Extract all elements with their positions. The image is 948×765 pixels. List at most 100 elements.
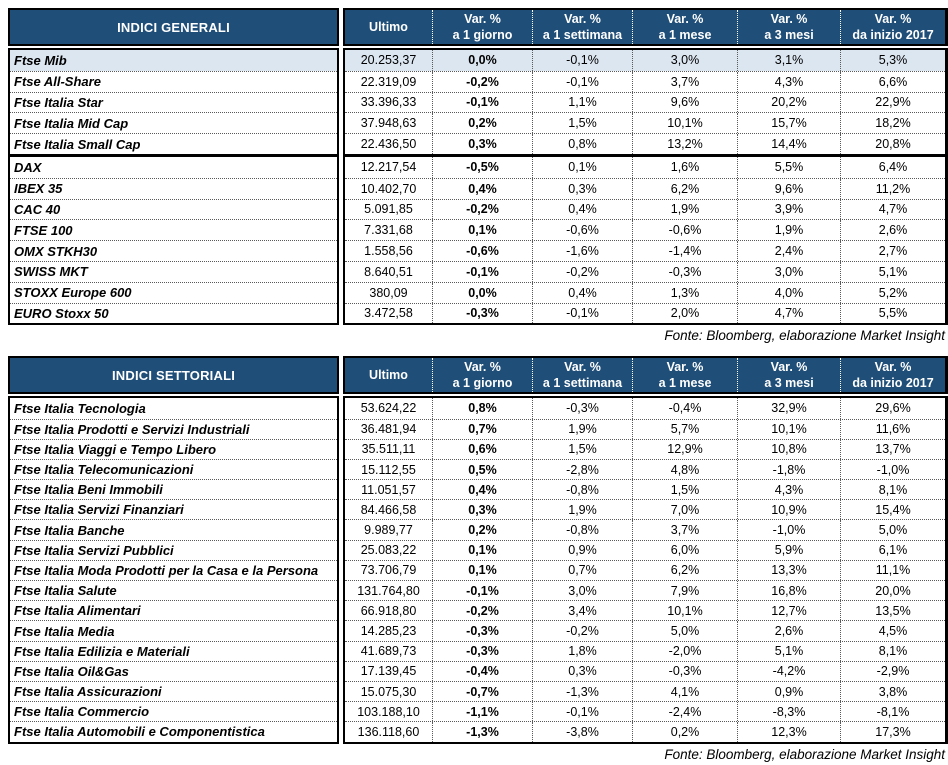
var-value-4: 2,6% (840, 220, 945, 241)
column-header-var-3: Var. % a 3 mesi (737, 10, 840, 44)
var-value-1: 1,5% (532, 439, 632, 459)
index-name: Ftse Italia Assicurazioni (14, 684, 162, 700)
index-data-row: 20.253,37 0,0% -0,1% 3,0% 3,1% 5,3% (345, 50, 945, 71)
index-name-row: STOXX Europe 600 (10, 281, 337, 303)
var-value-2: 0,2% (632, 722, 737, 742)
var-value-3: 10,8% (737, 439, 840, 459)
var-value-3: 3,9% (737, 199, 840, 220)
var-value-0: -0,2% (432, 71, 532, 92)
index-group: Ftse Mib Ftse All-Share Ftse Italia Star Ft… (8, 48, 948, 156)
index-name-row: IBEX 35 (10, 177, 337, 199)
var-value-1: 0,7% (532, 560, 632, 581)
ultimo-value: 35.511,11 (361, 442, 416, 457)
index-name-row: Ftse Italia Commercio (10, 701, 337, 721)
var-period-label: da inizio 2017 (852, 376, 934, 391)
var-value-1: -0,3% (532, 398, 632, 419)
var-value-1: 1,1% (532, 92, 632, 113)
var-value-2: 4,1% (632, 681, 737, 702)
index-name-row: Ftse Italia Media (10, 620, 337, 640)
index-name-row: Ftse Italia Edilizia e Materiali (10, 640, 337, 661)
column-header-var-2: Var. % a 1 mese (632, 10, 737, 44)
var-value-3: 3,0% (737, 261, 840, 282)
var-value-4: -8,1% (840, 702, 945, 722)
var-value-3: 5,1% (737, 641, 840, 661)
var-value-0: -0,2% (432, 199, 532, 220)
var-value-3: -4,2% (737, 661, 840, 681)
var-value-1: 0,4% (532, 282, 632, 303)
var-value-3: 4,7% (737, 303, 840, 324)
name-column-block: DAX IBEX 35 CAC 40 FTSE 100 OMX STKH30 SWISS … (8, 154, 339, 326)
index-data-row: 1.558,56 -0,6% -1,6% -1,4% 2,4% 2,7% (345, 240, 945, 261)
var-value-4: 5,5% (840, 303, 945, 324)
var-percent-label: Var. % (564, 360, 601, 375)
var-value-4: -2,9% (840, 661, 945, 681)
ultimo-value: 73.706,79 (360, 563, 417, 578)
indici-settoriali-table: INDICI SETTORIALI Ultimo Var. % a 1 giorno V… (8, 356, 948, 744)
var-value-0: 0,4% (432, 480, 532, 500)
index-name-row: Ftse Italia Viaggi e Tempo Libero (10, 438, 337, 459)
var-value-4: 11,6% (840, 419, 945, 439)
index-name: Ftse Italia Prodotti e Servizi Industria… (14, 421, 250, 437)
var-value-1: -0,1% (532, 702, 632, 722)
var-value-0: 0,1% (432, 220, 532, 241)
ultimo-value: 7.331,68 (364, 223, 413, 238)
var-value-2: 12,9% (632, 439, 737, 459)
index-data-row: 15.112,55 0,5% -2,8% 4,8% -1,8% -1,0% (345, 458, 945, 480)
var-value-1: 1,9% (532, 500, 632, 520)
var-value-2: 1,3% (632, 282, 737, 303)
index-name: Ftse Italia Salute (14, 583, 117, 599)
table-header-row: INDICI SETTORIALI Ultimo Var. % a 1 giorno V… (8, 356, 948, 395)
index-data-row: 73.706,79 0,1% 0,7% 6,2% 13,3% 11,1% (345, 559, 945, 581)
var-value-3: 13,3% (737, 560, 840, 581)
var-value-1: -0,6% (532, 220, 632, 241)
var-value-1: 1,8% (532, 641, 632, 661)
var-value-1: 0,3% (532, 178, 632, 199)
var-value-2: 7,0% (632, 500, 737, 520)
var-value-2: 1,6% (632, 156, 737, 178)
ultimo-value: 20.253,37 (360, 53, 417, 68)
var-value-3: 5,5% (737, 156, 840, 178)
index-name: Ftse Italia Mid Cap (14, 115, 129, 131)
var-value-1: -0,8% (532, 520, 632, 540)
table-title: INDICI SETTORIALI (8, 356, 339, 395)
index-name: Ftse Italia Beni Immobili (14, 482, 163, 498)
index-name-row: Ftse Italia Assicurazioni (10, 680, 337, 701)
index-name-row: Ftse Italia Moda Prodotti per la Casa e … (10, 559, 337, 580)
var-value-1: 3,4% (532, 601, 632, 621)
index-group: Ftse Italia Tecnologia Ftse Italia Prodot… (8, 396, 948, 744)
index-name-row: Ftse Italia Automobili e Componentistica (10, 721, 337, 741)
var-value-1: -0,1% (532, 71, 632, 92)
var-value-3: 12,7% (737, 601, 840, 621)
var-value-4: 11,2% (840, 178, 945, 199)
var-value-4: 6,6% (840, 71, 945, 92)
index-data-row: 35.511,11 0,6% 1,5% 12,9% 10,8% 13,7% (345, 438, 945, 459)
var-value-2: 7,9% (632, 581, 737, 601)
var-value-2: -0,4% (632, 398, 737, 419)
index-data-row: 84.466,58 0,3% 1,9% 7,0% 10,9% 15,4% (345, 499, 945, 520)
var-value-1: -0,1% (532, 303, 632, 324)
index-data-row: 11.051,57 0,4% -0,8% 1,5% 4,3% 8,1% (345, 479, 945, 500)
var-value-4: 13,7% (840, 439, 945, 459)
ultimo-value: 131.764,80 (357, 583, 420, 598)
column-header-label: Ultimo (369, 368, 408, 383)
var-value-1: -2,8% (532, 459, 632, 480)
index-data-row: 103.188,10 -1,1% -0,1% -2,4% -8,3% -8,1% (345, 701, 945, 722)
index-data-row: 22.319,09 -0,2% -0,1% 3,7% 4,3% 6,6% (345, 70, 945, 92)
index-name: Ftse All-Share (14, 74, 101, 90)
var-percent-label: Var. % (666, 360, 704, 375)
var-value-0: 0,3% (432, 134, 532, 154)
var-value-4: 18,2% (840, 113, 945, 134)
var-value-0: -0,6% (432, 241, 532, 261)
column-header-label: Ultimo (369, 20, 408, 34)
index-name: IBEX 35 (14, 181, 63, 197)
var-value-3: 4,0% (737, 282, 840, 303)
index-name-row: Ftse Italia Servizi Finanziari (10, 499, 337, 519)
var-value-4: 11,1% (840, 560, 945, 581)
ultimo-value: 10.402,70 (360, 181, 417, 196)
var-value-2: 3,7% (632, 71, 737, 92)
var-value-3: 4,3% (737, 71, 840, 92)
var-value-4: 5,3% (840, 50, 945, 71)
var-value-3: 12,3% (737, 722, 840, 742)
var-value-0: 0,2% (432, 113, 532, 134)
index-name: FTSE 100 (14, 222, 73, 238)
